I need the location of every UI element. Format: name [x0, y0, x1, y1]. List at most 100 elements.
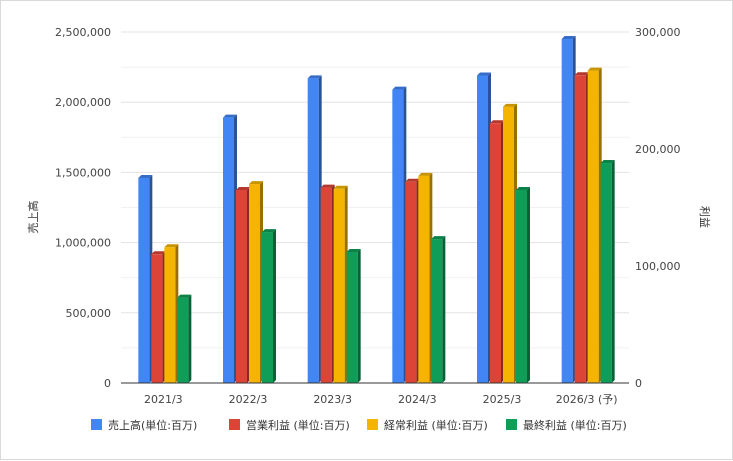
bar-side — [357, 248, 361, 383]
bar-1-5 — [574, 72, 589, 383]
bar-top — [307, 75, 322, 79]
bar-3-3 — [431, 236, 446, 383]
bar-front — [405, 181, 417, 383]
bar-0-0 — [138, 175, 153, 383]
bar-front — [574, 75, 586, 383]
legend-entry-1: 営業利益 (単位:百万) — [229, 418, 350, 432]
legend-label: 経常利益 (単位:百万) — [384, 418, 488, 432]
left-tick-label: 2,500,000 — [55, 26, 111, 39]
bar-front — [262, 232, 273, 383]
right-axis-title: 利益 — [698, 206, 712, 228]
bar-0-3 — [392, 86, 407, 384]
legend-entry-2: 経常利益 (単位:百万) — [367, 418, 488, 432]
bar-2-0 — [164, 244, 179, 383]
bar-side — [527, 186, 530, 383]
right-tick-label: 300,000 — [635, 26, 681, 39]
category-label: 2022/3 — [229, 393, 268, 406]
bar-top — [516, 186, 530, 190]
bar-top — [164, 244, 179, 248]
category-label: 2021/3 — [144, 393, 183, 406]
legend-swatch — [506, 419, 517, 430]
bar-top — [574, 72, 589, 76]
bar-1-1 — [236, 186, 250, 383]
left-tick-label: 1,500,000 — [55, 166, 111, 179]
bar-0-2 — [307, 75, 322, 383]
bars — [138, 36, 615, 384]
left-tick-label: 0 — [104, 377, 111, 390]
right-tick-label: 200,000 — [635, 143, 681, 156]
category-label: 2026/3 (予) — [556, 393, 618, 406]
right-tick-label: 100,000 — [635, 260, 681, 273]
bar-top — [418, 172, 433, 176]
bar-top — [503, 103, 517, 107]
bar-2-4 — [503, 103, 517, 383]
bar-3-4 — [516, 186, 530, 383]
left-tick-label: 2,000,000 — [55, 96, 111, 109]
bar-front — [164, 247, 176, 383]
bar-3-0 — [177, 294, 192, 383]
bar-top — [138, 175, 153, 179]
bar-top — [477, 72, 491, 76]
bar-front — [418, 175, 430, 383]
legend-label: 最終利益 (単位:百万) — [523, 418, 627, 432]
bar-2-3 — [418, 172, 433, 383]
bar-front — [392, 89, 404, 384]
category-label: 2024/3 — [398, 393, 437, 406]
bar-side — [611, 160, 615, 383]
bar-side — [188, 294, 192, 383]
legend-swatch — [91, 419, 102, 430]
left-axis-ticks: 0 500,000 1,000,000 1,500,000 2,000,000 2,500… — [55, 26, 111, 390]
gridlines — [121, 31, 629, 349]
bar-top — [431, 236, 446, 240]
right-tick-label: 0 — [635, 377, 642, 390]
bar-top — [561, 36, 576, 40]
bar-2-1 — [249, 181, 263, 383]
bar-front — [516, 189, 527, 383]
bar-top — [223, 114, 237, 118]
bar-front — [346, 251, 358, 383]
bar-front — [249, 184, 260, 383]
bar-front — [177, 297, 189, 383]
left-tick-label: 500,000 — [66, 307, 112, 320]
bar-front — [490, 123, 501, 383]
bar-top — [587, 67, 602, 71]
bar-2-5 — [587, 67, 602, 384]
bar-3-2 — [346, 248, 361, 383]
bar-top — [177, 294, 192, 298]
category-label: 2023/3 — [313, 393, 352, 406]
right-axis-ticks: 0 100,000 200,000 300,000 — [635, 26, 681, 390]
bar-top — [346, 248, 361, 252]
bar-front — [307, 78, 319, 383]
bar-front — [431, 239, 443, 383]
legend-label: 売上高(単位:百万) — [108, 418, 197, 432]
legend-entry-0: 売上高(単位:百万) — [91, 418, 197, 432]
legend-swatch — [367, 419, 378, 430]
bar-front — [600, 163, 612, 383]
bar-1-0 — [151, 251, 166, 383]
bar-1-3 — [405, 178, 420, 383]
bar-front — [477, 75, 488, 384]
bar-top — [392, 86, 407, 90]
bar-1-4 — [490, 120, 504, 383]
bar-front — [333, 188, 345, 383]
bar-0-4 — [477, 72, 491, 384]
bar-top — [151, 251, 166, 255]
bar-front — [151, 254, 163, 383]
bar-0-5 — [561, 36, 576, 384]
bar-0-1 — [223, 114, 237, 384]
bar-front — [587, 70, 599, 384]
bar-3-5 — [600, 160, 615, 383]
bar-front — [503, 106, 514, 383]
legend-label: 営業利益 (単位:百万) — [246, 418, 350, 432]
category-label: 2025/3 — [483, 393, 522, 406]
bar-3-1 — [262, 229, 276, 383]
bar-top — [405, 178, 420, 182]
bar-front — [320, 187, 332, 383]
bar-front — [223, 117, 234, 384]
bar-2-2 — [333, 185, 348, 383]
bar-top — [320, 184, 335, 188]
bar-top — [490, 120, 504, 124]
bar-top — [600, 160, 615, 164]
bar-front — [138, 178, 150, 383]
